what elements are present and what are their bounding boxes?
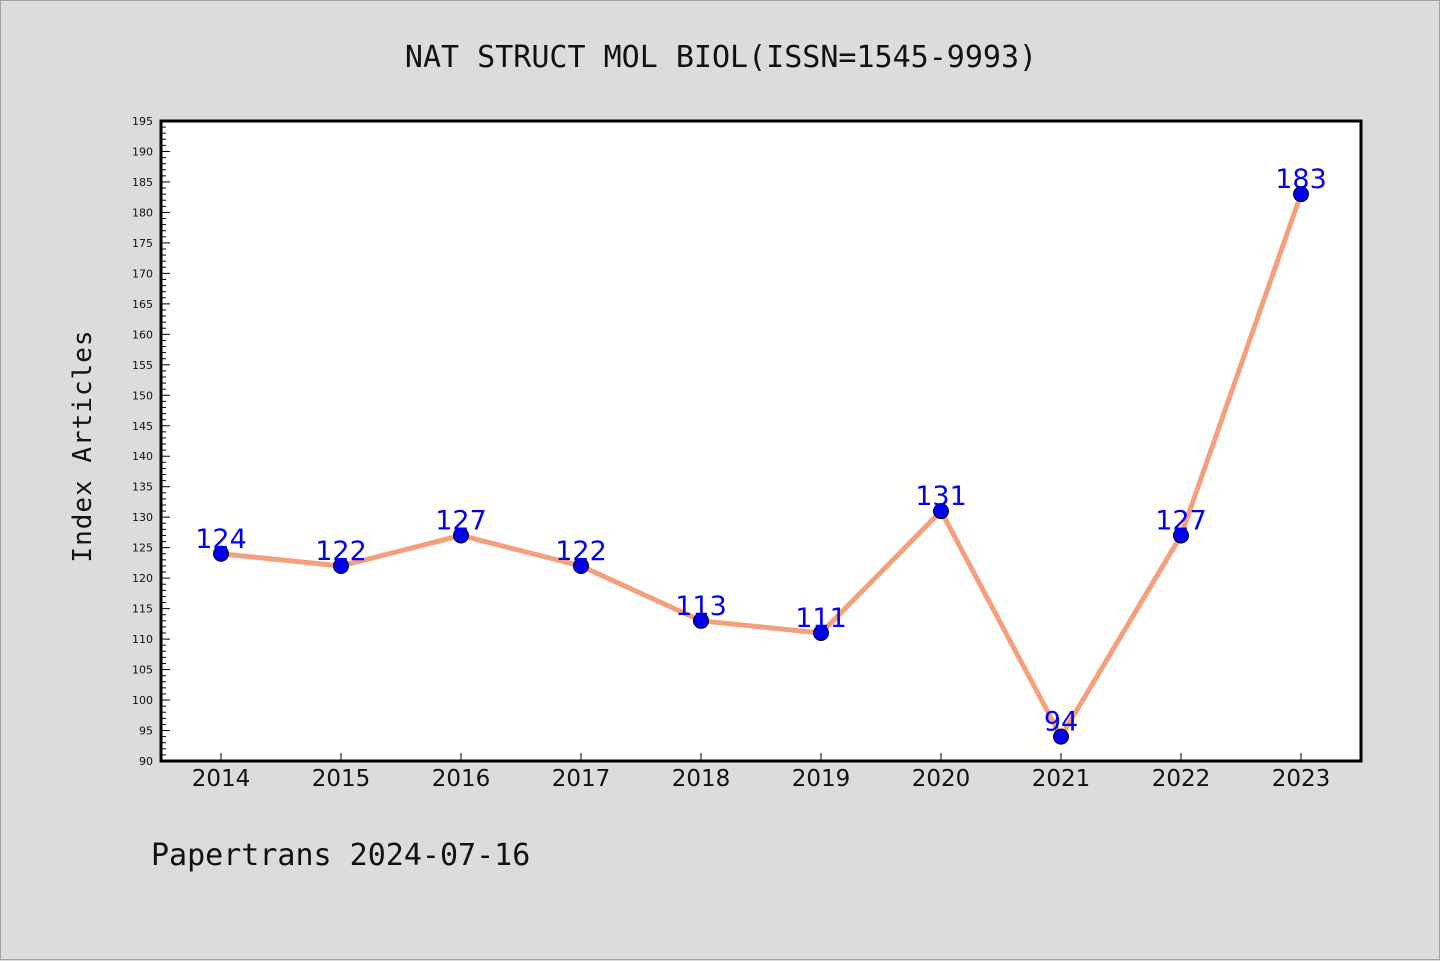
x-tick-label: 2023 — [1272, 766, 1331, 792]
y-axis: 90 95 100 105 110 115 120 125 130 135 140 145 150 155… — [132, 115, 170, 768]
x-tick-label: 2019 — [792, 766, 851, 792]
x-tick-label: 2018 — [672, 766, 731, 792]
x-tick-label: 2022 — [1152, 766, 1211, 792]
footer-watermark: Papertrans 2024-07-16 — [151, 838, 530, 873]
y-tick-label: 185 — [132, 176, 153, 189]
data-label: 183 — [1275, 164, 1327, 195]
data-label: 111 — [795, 603, 847, 634]
data-label: 127 — [1155, 505, 1207, 536]
y-tick-label: 110 — [132, 633, 153, 646]
data-point — [933, 503, 949, 520]
y-axis-label: Index Articles — [68, 329, 98, 562]
series-line — [218, 191, 1304, 740]
plot-area — [159, 119, 1363, 763]
x-tick-label: 2014 — [192, 766, 251, 792]
y-tick-label: 175 — [132, 237, 153, 250]
y-tick-label: 135 — [132, 481, 153, 494]
x-tick-label: 2017 — [552, 766, 611, 792]
x-tick-label: 2020 — [912, 766, 971, 792]
data-point — [213, 545, 229, 562]
chart-title: NAT STRUCT MOL BIOL(ISSN=1545-9993) — [405, 40, 1037, 75]
y-tick-label: 155 — [132, 359, 153, 372]
y-tick-label: 105 — [132, 664, 153, 677]
x-tick-label: 2021 — [1032, 766, 1091, 792]
y-tick-label: 130 — [132, 511, 153, 524]
data-label: 122 — [555, 536, 607, 567]
y-tick-label: 120 — [132, 572, 153, 585]
y-tick-label: 145 — [132, 420, 153, 433]
y-tick-label: 95 — [139, 725, 153, 738]
x-tick-label: 2015 — [312, 766, 371, 792]
y-tick-label: 180 — [132, 206, 153, 219]
data-point — [573, 557, 589, 574]
y-tick-label: 150 — [132, 389, 153, 402]
x-tick-label: 2016 — [432, 766, 491, 792]
y-tick-label: 115 — [132, 603, 153, 616]
y-tick-label: 190 — [132, 145, 153, 158]
data-point — [453, 527, 469, 544]
y-tick-label: 170 — [132, 267, 153, 280]
data-point — [1173, 527, 1189, 544]
data-label: 94 — [1044, 707, 1078, 738]
data-point — [1053, 728, 1069, 745]
y-tick-label: 100 — [132, 694, 153, 707]
x-axis: 2014 2015 2016 2017 2018 2019 2020 2021 2022 2023 — [192, 753, 1331, 792]
data-label: 113 — [675, 591, 727, 622]
y-tick-label: 195 — [132, 115, 153, 128]
data-labels: 124 122 127 122 113 111 131 94 127 183 — [195, 164, 1327, 737]
series-line-group — [218, 191, 1304, 740]
data-point — [693, 612, 709, 629]
data-point — [813, 625, 829, 641]
y-tick-label: 140 — [132, 450, 153, 463]
y-tick-label: 90 — [139, 755, 153, 768]
y-tick-label: 160 — [132, 328, 153, 341]
data-label: 124 — [195, 524, 247, 555]
data-point — [1293, 186, 1309, 203]
data-point — [333, 557, 349, 574]
data-label: 122 — [315, 536, 367, 567]
y-tick-label: 165 — [132, 298, 153, 311]
data-markers — [213, 186, 1309, 745]
y-tick-label: 125 — [132, 542, 153, 555]
data-label: 127 — [435, 505, 487, 536]
data-label: 131 — [915, 481, 967, 512]
